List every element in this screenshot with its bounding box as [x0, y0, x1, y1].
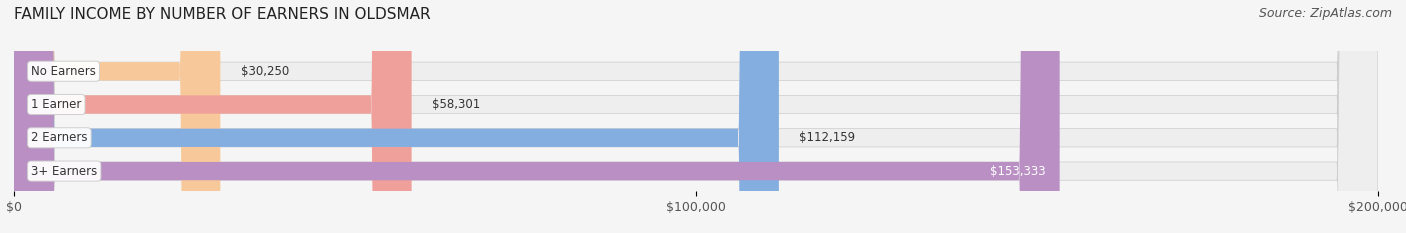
FancyBboxPatch shape	[14, 0, 779, 233]
Text: 2 Earners: 2 Earners	[31, 131, 87, 144]
FancyBboxPatch shape	[14, 0, 1378, 233]
Text: $112,159: $112,159	[800, 131, 855, 144]
Text: $30,250: $30,250	[240, 65, 290, 78]
FancyBboxPatch shape	[14, 0, 412, 233]
FancyBboxPatch shape	[14, 0, 1378, 233]
Text: $58,301: $58,301	[432, 98, 481, 111]
Text: Source: ZipAtlas.com: Source: ZipAtlas.com	[1258, 7, 1392, 20]
Text: 3+ Earners: 3+ Earners	[31, 164, 97, 178]
Text: 1 Earner: 1 Earner	[31, 98, 82, 111]
Text: $153,333: $153,333	[990, 164, 1046, 178]
FancyBboxPatch shape	[14, 0, 1060, 233]
Text: No Earners: No Earners	[31, 65, 96, 78]
FancyBboxPatch shape	[14, 0, 221, 233]
FancyBboxPatch shape	[14, 0, 1378, 233]
Text: FAMILY INCOME BY NUMBER OF EARNERS IN OLDSMAR: FAMILY INCOME BY NUMBER OF EARNERS IN OL…	[14, 7, 430, 22]
FancyBboxPatch shape	[14, 0, 1378, 233]
